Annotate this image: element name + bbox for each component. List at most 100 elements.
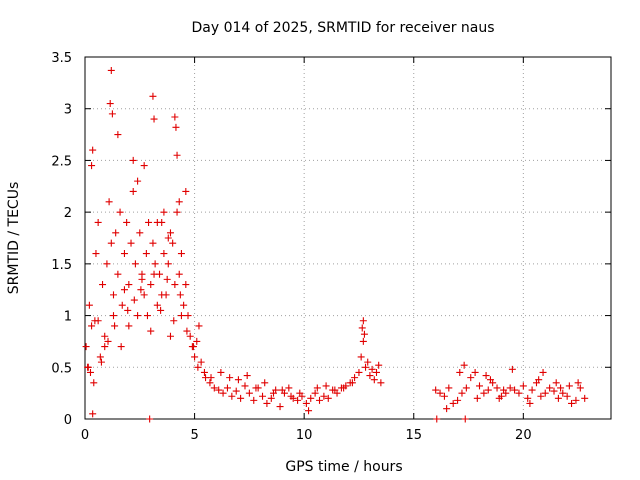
data-point	[500, 386, 508, 394]
data-point	[259, 392, 267, 400]
data-point	[182, 187, 190, 195]
data-point	[576, 384, 584, 392]
data-point	[116, 208, 124, 216]
data-point	[215, 386, 223, 394]
data-point	[368, 365, 376, 373]
data-point	[146, 415, 154, 423]
data-point	[180, 301, 188, 309]
data-point	[173, 151, 181, 159]
data-point	[515, 389, 523, 397]
data-point	[184, 312, 192, 320]
x-tick-label: 15	[405, 428, 422, 443]
data-point	[163, 275, 171, 283]
y-tick-label: 2	[64, 206, 72, 221]
y-tick-label: 0	[64, 413, 72, 428]
data-point	[103, 260, 111, 268]
data-point	[568, 399, 576, 407]
data-point	[324, 394, 332, 402]
data-point	[375, 361, 383, 369]
data-point	[340, 384, 348, 392]
data-point	[143, 312, 151, 320]
data-point	[359, 337, 367, 345]
data-point	[219, 389, 227, 397]
data-point	[245, 389, 253, 397]
y-tick-label: 3.5	[51, 51, 72, 66]
data-point	[195, 322, 203, 330]
data-point	[150, 115, 158, 123]
data-point	[157, 306, 165, 314]
data-point	[125, 322, 133, 330]
data-point	[164, 260, 172, 268]
data-point	[137, 286, 145, 294]
data-point	[138, 275, 146, 283]
data-point	[471, 368, 479, 376]
data-point	[364, 358, 372, 366]
data-point	[171, 281, 179, 289]
data-point	[480, 389, 488, 397]
data-point	[493, 384, 501, 392]
data-point	[177, 312, 185, 320]
data-point	[554, 394, 562, 402]
data-point	[112, 229, 120, 237]
data-point	[169, 239, 177, 247]
data-point	[302, 399, 310, 407]
data-point	[89, 410, 97, 418]
data-point	[252, 384, 260, 392]
data-point	[108, 110, 116, 118]
data-point	[92, 250, 100, 258]
data-point	[193, 337, 201, 345]
data-point	[461, 415, 469, 423]
data-point	[524, 394, 532, 402]
data-point	[175, 270, 183, 278]
data-point	[94, 218, 102, 226]
data-point	[565, 382, 573, 390]
data-point	[519, 382, 527, 390]
data-point	[149, 92, 157, 100]
data-point	[120, 250, 128, 258]
data-point	[443, 405, 451, 413]
data-point	[311, 389, 319, 397]
data-point	[149, 239, 157, 247]
data-point	[241, 382, 249, 390]
data-point	[557, 384, 565, 392]
data-point	[237, 394, 245, 402]
data-point	[322, 382, 330, 390]
data-point	[432, 386, 440, 394]
axis-ticks: 0 5 10 15 20 0 0.5 1 1.5 2 2.5 3 3.5	[51, 51, 611, 443]
y-axis-label: SRMTID / TECUs	[6, 182, 22, 295]
data-point	[85, 301, 93, 309]
data-point	[296, 389, 304, 397]
data-point	[250, 396, 258, 404]
chart-title: Day 014 of 2025, SRMTID for receiver nau…	[191, 20, 494, 36]
data-point	[313, 384, 321, 392]
data-point	[454, 396, 462, 404]
data-point	[261, 379, 269, 387]
data-point	[234, 376, 242, 384]
data-point	[360, 330, 368, 338]
data-point	[581, 394, 589, 402]
data-point	[449, 399, 457, 407]
data-point	[572, 396, 580, 404]
data-point	[358, 324, 366, 332]
data-point	[267, 394, 275, 402]
data-point	[105, 198, 113, 206]
data-point	[276, 403, 284, 411]
data-point	[528, 386, 536, 394]
y-tick-label: 1.5	[51, 258, 72, 273]
data-point	[269, 389, 277, 397]
data-point	[151, 260, 159, 268]
data-point	[433, 415, 441, 423]
data-point	[120, 286, 128, 294]
data-point	[546, 384, 554, 392]
data-point	[90, 379, 98, 387]
data-point	[458, 389, 466, 397]
plot-frame	[84, 56, 612, 420]
data-point	[436, 389, 444, 397]
data-point	[495, 394, 503, 402]
data-point	[134, 177, 142, 185]
data-point	[175, 198, 183, 206]
x-tick-label: 0	[81, 428, 89, 443]
data-point	[88, 162, 96, 170]
data-point	[232, 387, 240, 395]
data-point	[142, 250, 150, 258]
